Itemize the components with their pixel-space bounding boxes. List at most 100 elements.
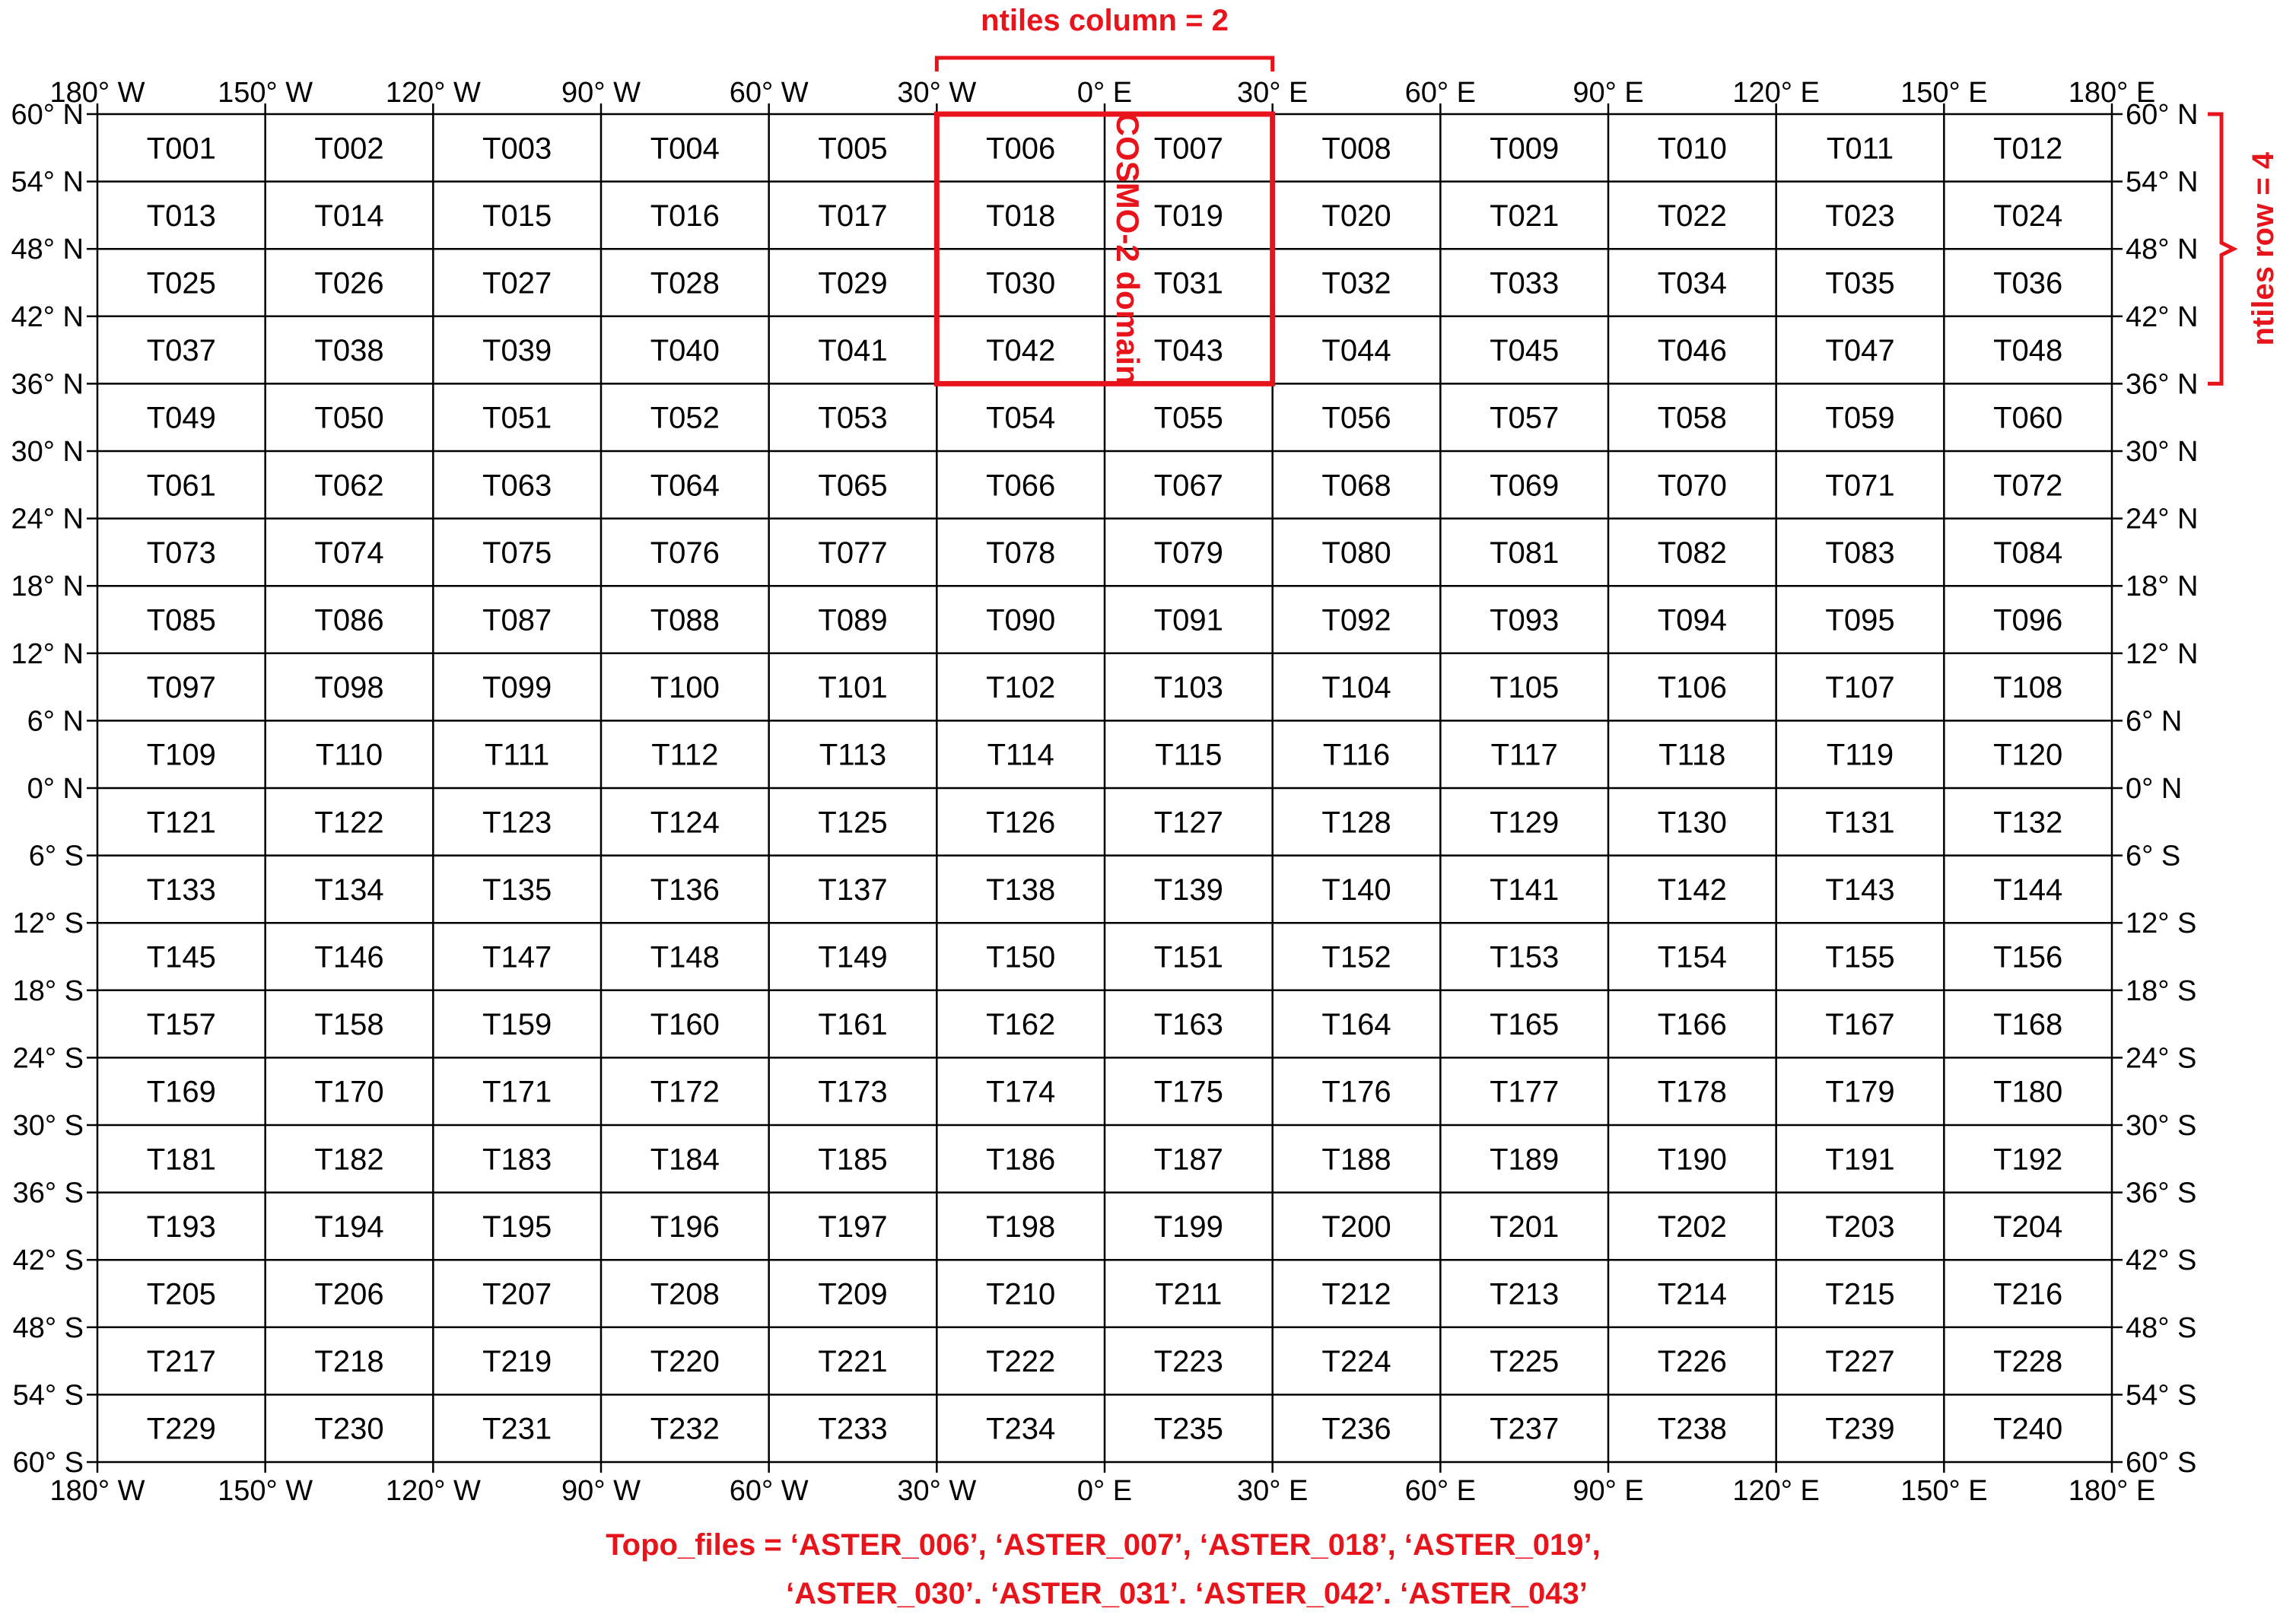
- tile-label: T072: [1993, 469, 2062, 502]
- tile-label: T165: [1490, 1008, 1559, 1041]
- topo-files-line-1: Topo_files = ‘ASTER_006’, ‘ASTER_007’, ‘…: [606, 1528, 1601, 1562]
- tile-label: T217: [147, 1345, 216, 1378]
- tile-label: T012: [1993, 132, 2062, 165]
- tile-label: T102: [986, 671, 1055, 704]
- tile-label: T136: [650, 873, 720, 907]
- tile-label: T007: [1154, 132, 1223, 165]
- tile-label: T109: [147, 739, 216, 772]
- tile-label: T028: [650, 267, 720, 300]
- tile-label: T024: [1993, 199, 2062, 233]
- tile-label: T193: [147, 1210, 216, 1244]
- latitude-label: 12° N: [11, 638, 84, 670]
- tile-label: T001: [147, 132, 216, 165]
- tile-label: T098: [314, 671, 383, 704]
- tile-label: T125: [818, 806, 887, 839]
- tile-label: T066: [986, 469, 1055, 502]
- latitude-label: 36° S: [2126, 1178, 2196, 1210]
- tile-label: T212: [1321, 1278, 1391, 1311]
- tile-label: T200: [1321, 1210, 1391, 1244]
- tile-label: T014: [314, 199, 383, 233]
- tile-label: T055: [1154, 402, 1223, 435]
- tile-label: T094: [1658, 604, 1727, 637]
- tile-label: T027: [482, 267, 552, 300]
- tile-label: T138: [986, 873, 1055, 907]
- latitude-label: 42° S: [2126, 1244, 2196, 1276]
- tile-label: T096: [1993, 604, 2062, 637]
- latitude-label: 60° N: [2126, 99, 2198, 131]
- tile-label: T186: [986, 1143, 1055, 1176]
- tile-label: T133: [147, 873, 216, 907]
- tile-label: T140: [1321, 873, 1391, 907]
- tile-label: T093: [1490, 604, 1559, 637]
- tile-label: T221: [818, 1345, 887, 1378]
- tile-label: T035: [1825, 267, 1894, 300]
- tile-label: T018: [986, 199, 1055, 233]
- tile-label: T039: [482, 334, 552, 367]
- latitude-label: 24° N: [2126, 504, 2198, 536]
- tile-label: T129: [1490, 806, 1559, 839]
- tile-label: T063: [482, 469, 552, 502]
- tile-label: T141: [1490, 873, 1559, 907]
- longitude-label: 60° W: [730, 1475, 809, 1507]
- tile-label: T037: [147, 334, 216, 367]
- tile-label: T004: [650, 132, 720, 165]
- tile-label: T234: [986, 1413, 1055, 1446]
- tile-label: T185: [818, 1143, 887, 1176]
- latitude-label: 6° S: [2126, 841, 2180, 873]
- topo-files-line-2: ‘ASTER_030’. ‘ASTER_031’. ‘ASTER_042’. ‘…: [786, 1577, 1588, 1610]
- tile-label: T016: [650, 199, 720, 233]
- tile-label: T010: [1658, 132, 1727, 165]
- ntiles-column-bracket: [934, 56, 1275, 72]
- tile-label: T175: [1154, 1076, 1223, 1109]
- latitude-label: 54° N: [11, 167, 84, 199]
- latitude-label: 24° S: [13, 1042, 84, 1074]
- tile-label: T048: [1993, 334, 2062, 367]
- tile-label: T079: [1154, 536, 1223, 570]
- longitude-label: 120° W: [386, 77, 481, 109]
- tile-label: T089: [818, 604, 887, 637]
- left-latitude-axis: 60° N 54° N 48° N 42° N 36° N 30° N 24° N 18° N…: [11, 99, 84, 1479]
- tile-label: T139: [1154, 873, 1223, 907]
- tile-label: T087: [482, 604, 552, 637]
- tile-label: T067: [1154, 469, 1223, 502]
- longitude-label: 30° W: [897, 1475, 976, 1507]
- tile-label: T199: [1154, 1210, 1223, 1244]
- tile-label: T015: [482, 199, 552, 233]
- tile-label: T006: [986, 132, 1055, 165]
- tile-label: T064: [650, 469, 720, 502]
- tile-label: T086: [314, 604, 383, 637]
- tile-label: T135: [482, 873, 552, 907]
- tile-label: T002: [314, 132, 383, 165]
- tile-label: T101: [818, 671, 887, 704]
- tile-label: T127: [1154, 806, 1223, 839]
- tile-label: T056: [1321, 402, 1391, 435]
- tile-label: T159: [482, 1008, 552, 1041]
- tile-label: T118: [1658, 739, 1725, 772]
- longitude-label: 30° E: [1237, 77, 1308, 109]
- tile-label: T097: [147, 671, 216, 704]
- tile-label: T219: [482, 1345, 552, 1378]
- tile-label: T169: [147, 1076, 216, 1109]
- latitude-label: 6° S: [29, 841, 84, 873]
- tile-label: T033: [1490, 267, 1559, 300]
- tile-label: T209: [818, 1278, 887, 1311]
- tile-label: T161: [818, 1008, 887, 1041]
- tile-label: T156: [1993, 941, 2062, 974]
- tile-label: T036: [1993, 267, 2062, 300]
- tile-label: T238: [1658, 1413, 1727, 1446]
- tile-label: T198: [986, 1210, 1055, 1244]
- tile-label: T126: [986, 806, 1055, 839]
- tile-label: T122: [314, 806, 383, 839]
- latitude-label: 48° N: [11, 234, 84, 265]
- tile-label: T167: [1825, 1008, 1894, 1041]
- tile-label: T054: [986, 402, 1055, 435]
- tile-label: T131: [1825, 806, 1894, 839]
- latitude-label: 48° S: [13, 1312, 84, 1344]
- longitude-label: 60° W: [730, 77, 809, 109]
- tile-label: T194: [314, 1210, 383, 1244]
- tile-label: T107: [1825, 671, 1894, 704]
- tile-label: T223: [1154, 1345, 1223, 1378]
- tile-label: T151: [1154, 941, 1223, 974]
- tile-label: T065: [818, 469, 887, 502]
